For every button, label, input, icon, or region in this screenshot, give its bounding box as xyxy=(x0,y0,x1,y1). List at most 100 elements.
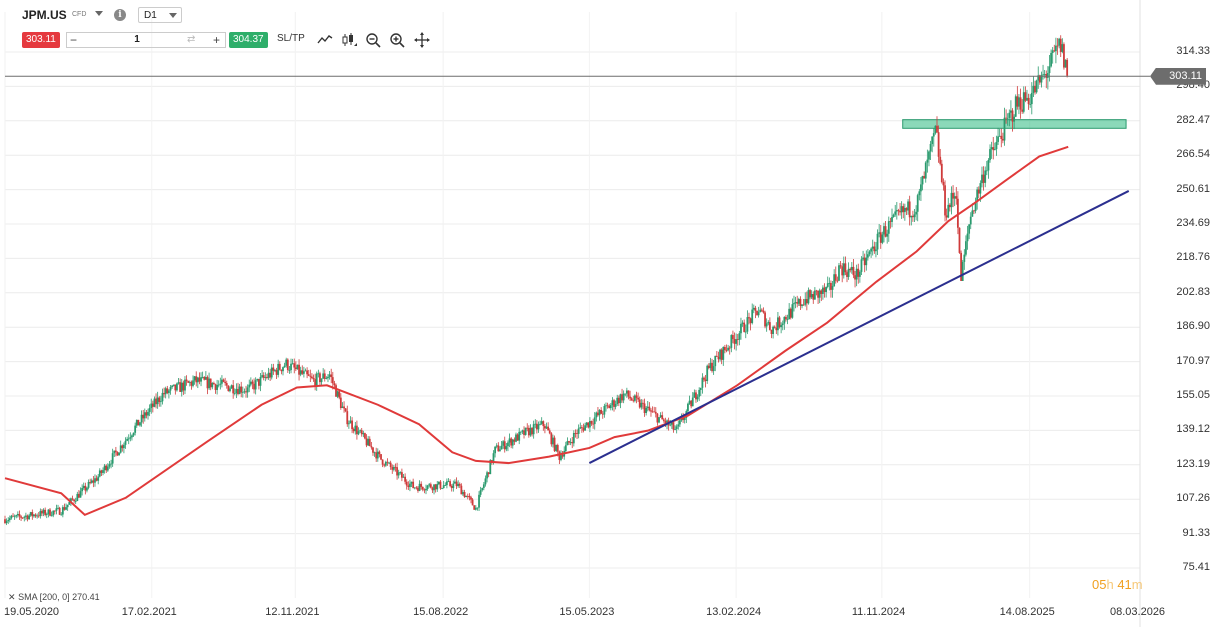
candle-up xyxy=(910,215,913,218)
sltp-button[interactable]: SL/TP xyxy=(277,33,305,44)
candle-up xyxy=(126,438,129,441)
candle-down xyxy=(736,339,739,340)
candle-up xyxy=(410,481,413,484)
candle-down xyxy=(145,412,148,416)
symbol-dropdown-icon[interactable] xyxy=(95,11,103,16)
candle-down xyxy=(1056,45,1059,47)
candle-up xyxy=(123,444,125,449)
sell-price-button[interactable]: 303.11 xyxy=(22,32,60,48)
candle-down xyxy=(960,252,962,281)
candles-icon[interactable] xyxy=(340,31,358,49)
quantity-stepper[interactable]: − 1 ⇄ + xyxy=(66,32,226,48)
candle-up xyxy=(616,397,619,405)
candle-down xyxy=(948,204,951,208)
candle-up xyxy=(521,430,524,432)
candle-down xyxy=(656,413,659,423)
x-tick-label: 19.05.2020 xyxy=(4,606,60,618)
candle-down xyxy=(466,495,469,497)
candle-up xyxy=(870,248,873,252)
candle-down xyxy=(839,265,842,267)
candle-up xyxy=(325,378,328,379)
candle-up xyxy=(156,397,159,405)
candle-up xyxy=(327,376,329,379)
candle-down xyxy=(12,515,14,517)
candle-down xyxy=(420,483,423,487)
candle-up xyxy=(204,377,207,380)
candle-down xyxy=(351,420,353,430)
candle-up xyxy=(727,347,730,351)
candle-up xyxy=(687,403,689,412)
candle-up xyxy=(97,476,100,481)
candle-up xyxy=(871,246,874,249)
candle-up xyxy=(804,299,807,305)
candle-down xyxy=(179,382,182,392)
candle-down xyxy=(275,370,278,375)
y-tick-label: 250.61 xyxy=(1176,182,1210,195)
candle-down xyxy=(214,384,217,390)
candle-down xyxy=(863,257,866,266)
candle-up xyxy=(735,339,738,344)
candle-up xyxy=(1061,44,1064,52)
candle-up xyxy=(399,472,402,473)
zoom-in-icon[interactable] xyxy=(388,31,406,49)
candle-up xyxy=(706,365,709,382)
candle-down xyxy=(404,476,407,482)
candles xyxy=(4,35,1069,526)
candle-up xyxy=(169,387,172,391)
line-chart-icon[interactable] xyxy=(316,31,334,49)
candle-up xyxy=(540,421,543,424)
candle-down xyxy=(460,485,463,495)
candle-up xyxy=(524,427,527,435)
symbol-name[interactable]: JPM.US xyxy=(22,8,67,22)
candle-up xyxy=(981,174,983,184)
crosshair-icon[interactable] xyxy=(413,31,431,49)
candle-down xyxy=(372,447,374,453)
candle-down xyxy=(312,378,315,380)
candle-down xyxy=(331,377,334,384)
candle-up xyxy=(894,211,897,215)
candle-up xyxy=(598,409,601,416)
candle-up xyxy=(797,298,800,304)
candle-up xyxy=(759,309,762,313)
candle-down xyxy=(606,405,609,407)
candle-down xyxy=(463,491,466,498)
candle-up xyxy=(172,384,175,386)
candle-up xyxy=(238,386,241,395)
buy-price-button[interactable]: 304.37 xyxy=(229,32,268,48)
candle-up xyxy=(33,514,35,517)
candle-up xyxy=(39,510,42,517)
candle-down xyxy=(955,196,958,199)
candle-down xyxy=(429,484,432,488)
candle-up xyxy=(341,406,344,408)
close-icon[interactable]: ✕ xyxy=(8,592,16,602)
decrease-button[interactable]: − xyxy=(70,33,78,47)
candle-down xyxy=(936,125,938,133)
candle-up xyxy=(985,170,988,172)
quantity-input[interactable]: 1 xyxy=(134,34,140,45)
candle-up xyxy=(969,216,972,225)
candle-up xyxy=(701,377,704,388)
candle-down xyxy=(195,376,198,383)
candle-up xyxy=(833,274,836,287)
candle-up xyxy=(696,396,699,400)
candle-down xyxy=(185,379,188,382)
increase-button[interactable]: + xyxy=(213,33,221,47)
candle-up xyxy=(270,367,273,378)
candle-down xyxy=(294,367,297,370)
timeframe-select[interactable]: D1 xyxy=(138,7,182,23)
timer-minutes: 41 xyxy=(1117,577,1132,592)
info-icon[interactable]: i xyxy=(114,9,126,21)
candle-down xyxy=(415,487,418,489)
zoom-out-icon[interactable] xyxy=(364,31,382,49)
swap-icon[interactable]: ⇄ xyxy=(187,34,196,45)
candle-up xyxy=(288,370,291,371)
candle-up xyxy=(192,380,194,386)
candle-up xyxy=(966,233,969,242)
candle-down xyxy=(319,373,321,383)
candle-up xyxy=(974,202,977,212)
candle-down xyxy=(621,394,623,401)
candle-up xyxy=(249,381,252,385)
candle-down xyxy=(690,400,693,407)
chevron-down-icon xyxy=(169,13,177,18)
